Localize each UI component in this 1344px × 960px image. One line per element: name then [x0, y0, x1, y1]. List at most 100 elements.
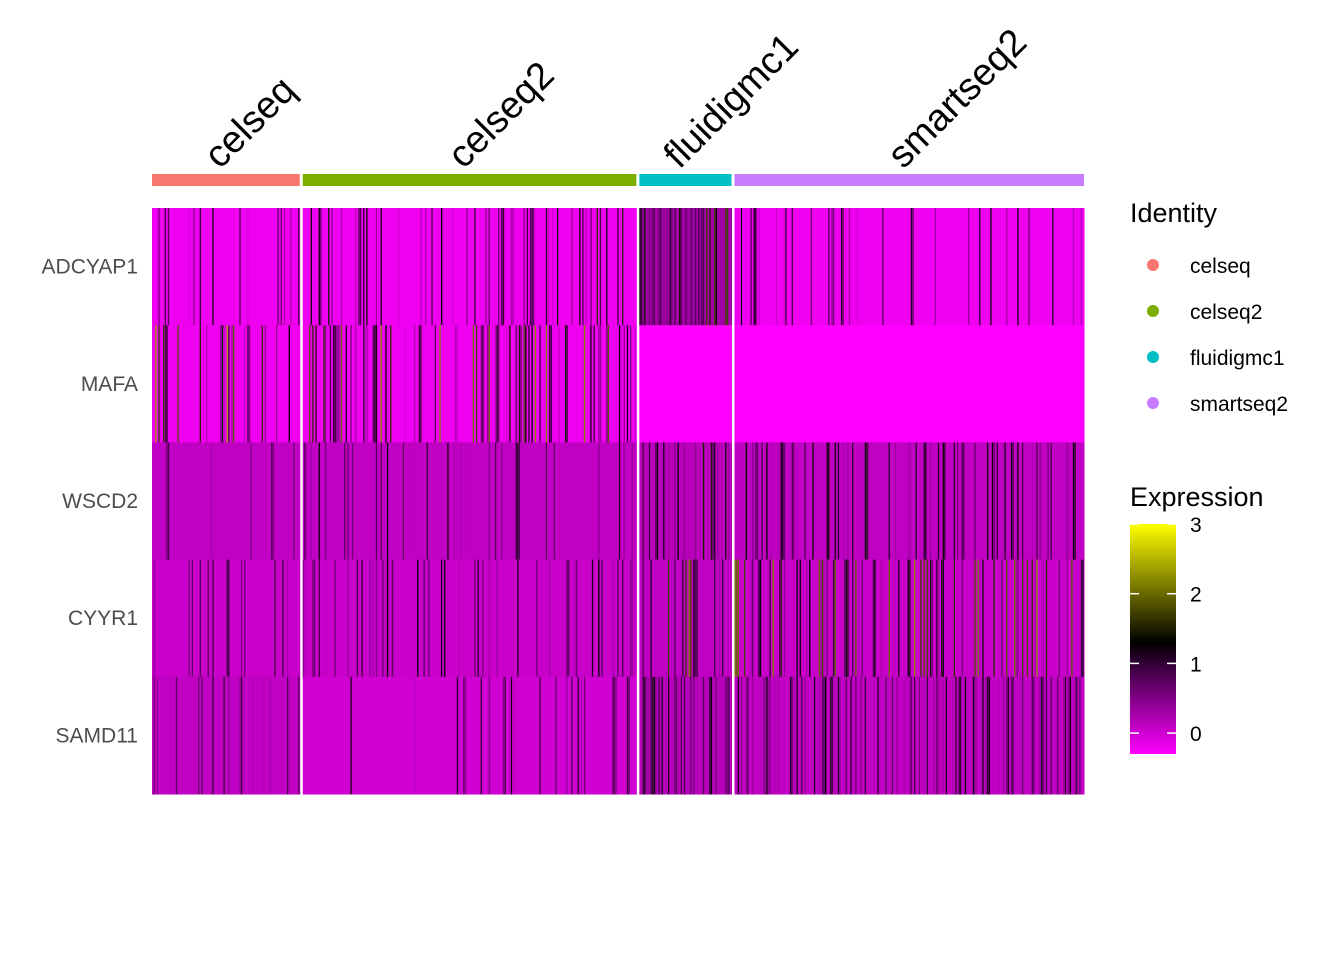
- heat-cell: [961, 559, 963, 678]
- heat-cell: [1039, 442, 1041, 561]
- heat-cell: [336, 325, 338, 443]
- heat-cell: [475, 325, 478, 443]
- heat-cell: [987, 676, 989, 795]
- heat-cell: [599, 325, 602, 443]
- heat-cell: [974, 676, 976, 795]
- heat-cell: [706, 208, 708, 326]
- heat-cell: [909, 676, 911, 795]
- heat-cell: [1036, 559, 1038, 678]
- heat-cell: [709, 676, 711, 795]
- heat-cell: [488, 676, 490, 795]
- heat-cell: [745, 676, 747, 795]
- heat-cell: [630, 559, 632, 678]
- heat-cell: [751, 442, 754, 561]
- heat-cell: [977, 559, 979, 678]
- heat-cell: [777, 442, 779, 561]
- heat-cell: [417, 559, 419, 678]
- heat-cell: [756, 442, 759, 561]
- heat-cell: [888, 442, 890, 561]
- heat-cell: [318, 208, 320, 326]
- heat-cell: [622, 559, 624, 678]
- heat-cell: [366, 208, 368, 326]
- heat-cell: [1022, 559, 1024, 678]
- heat-cell: [844, 559, 846, 678]
- heat-cell: [671, 208, 673, 326]
- heat-cell: [536, 559, 538, 678]
- heat-cell: [512, 208, 514, 326]
- heat-cell: [658, 676, 660, 795]
- legend-label-fluidigmc1: fluidigmc1: [1190, 347, 1285, 370]
- heat-cell: [1074, 676, 1076, 795]
- heat-cell: [555, 676, 557, 795]
- heat-cell: [942, 442, 944, 561]
- heat-cell: [1026, 559, 1029, 678]
- heat-cell: [832, 559, 835, 678]
- heat-cell: [212, 559, 214, 678]
- heat-cell: [769, 442, 771, 561]
- heat-cell: [240, 676, 243, 795]
- heat-cell: [1080, 559, 1083, 678]
- expression-legend-title: Expression: [1130, 482, 1264, 512]
- heat-cell: [344, 442, 346, 561]
- heat-cell: [839, 676, 841, 795]
- heat-cell: [164, 208, 166, 326]
- heat-cell: [413, 676, 416, 795]
- heat-cell: [975, 676, 978, 795]
- heat-cell: [1082, 559, 1084, 678]
- heat-cell: [247, 208, 249, 326]
- heat-cell: [318, 559, 320, 678]
- heat-cell: [912, 208, 914, 326]
- heat-cell: [926, 676, 928, 795]
- heat-cell: [272, 442, 275, 561]
- heat-cell: [298, 208, 300, 326]
- heat-cell: [598, 325, 600, 443]
- heat-cell: [829, 676, 832, 795]
- heat-cell: [310, 208, 312, 326]
- expression-colorbar: [1130, 524, 1176, 754]
- heat-cell: [920, 559, 922, 678]
- heat-cell: [898, 559, 900, 678]
- heat-cell: [323, 325, 325, 443]
- heat-cell: [244, 559, 246, 678]
- gene-label-MAFA: MAFA: [81, 373, 138, 396]
- heat-cell: [893, 559, 895, 678]
- heat-cell: [502, 208, 505, 326]
- heat-cell: [531, 325, 533, 443]
- heat-cell: [866, 442, 868, 561]
- heat-cell: [1069, 676, 1071, 795]
- heat-cell: [509, 325, 511, 443]
- heat-cell: [515, 325, 517, 443]
- heat-cell: [1050, 676, 1052, 795]
- heat-cell: [332, 325, 335, 443]
- heat-cell: [231, 325, 233, 443]
- heat-cell: [575, 559, 578, 678]
- heat-cell: [759, 559, 762, 678]
- heat-cell: [1031, 676, 1033, 795]
- heat-cell: [763, 676, 765, 795]
- heat-cell: [1017, 208, 1019, 326]
- heat-cell: [755, 208, 757, 326]
- heat-cell: [942, 559, 944, 678]
- heat-cell: [1002, 676, 1005, 795]
- heat-cell: [199, 325, 201, 443]
- heat-cell: [925, 442, 927, 561]
- heat-cell: [1002, 442, 1005, 561]
- heat-cell: [440, 559, 443, 678]
- heat-cell: [248, 325, 251, 443]
- heat-cell: [1041, 676, 1043, 795]
- heat-cell: [271, 442, 273, 561]
- heat-cell: [590, 208, 592, 326]
- heat-cell: [796, 676, 798, 795]
- heat-cell: [261, 325, 263, 443]
- heat-cell: [923, 559, 925, 678]
- heat-cell: [926, 559, 928, 678]
- heat-cell: [593, 325, 595, 443]
- heat-cell: [717, 442, 719, 561]
- heat-cell: [380, 676, 382, 795]
- heat-cell: [455, 325, 457, 443]
- heat-cell: [680, 676, 682, 795]
- heat-cell: [466, 442, 468, 561]
- heat-cell: [710, 676, 713, 795]
- heat-cell: [968, 208, 970, 326]
- heat-cell: [221, 325, 224, 443]
